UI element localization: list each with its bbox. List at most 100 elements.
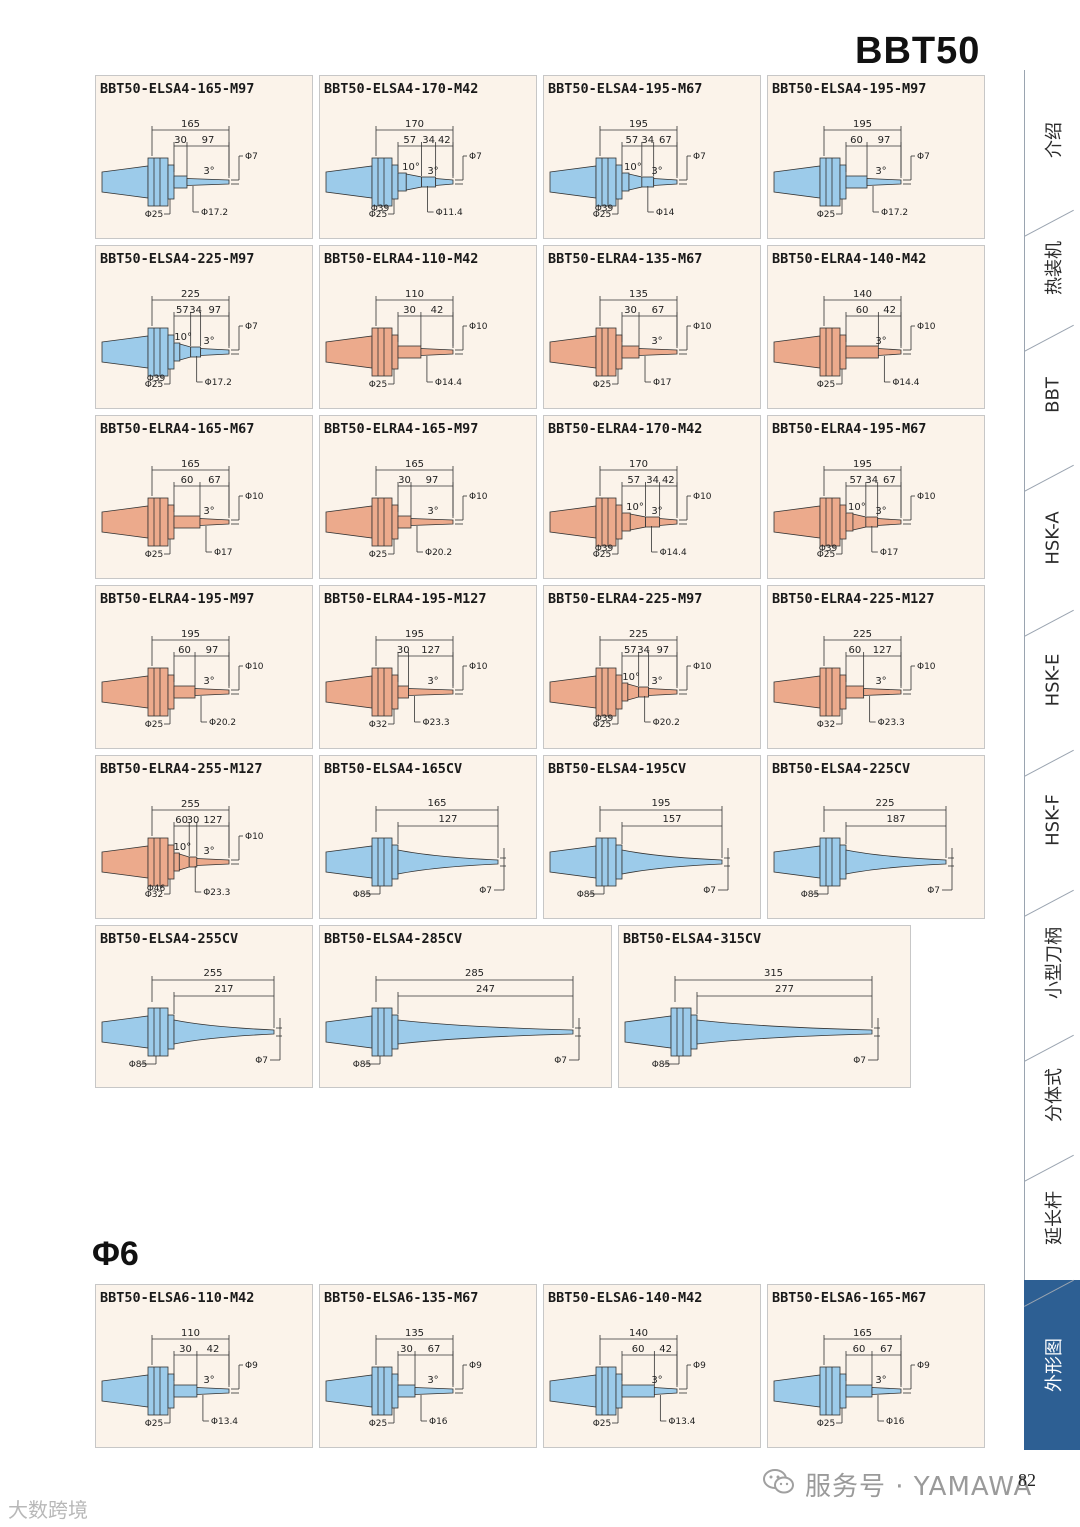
angle-label: 3°: [427, 506, 438, 517]
product-card: BBT50-ELRA4-135-M67 135 30 67 3° Φ10 Φ25 Φ17: [543, 245, 761, 409]
holder-taper: [101, 845, 149, 879]
holder-shank: [638, 348, 678, 356]
side-tab[interactable]: BBT: [1024, 325, 1080, 465]
dimension-total: 225: [853, 629, 872, 640]
shank-diameter: Φ16: [886, 1417, 905, 1427]
dimension-segment: 67: [428, 1344, 441, 1355]
holder-drawing: 225 187 Φ7 Φ85: [773, 798, 954, 900]
angle-label: 3°: [875, 166, 886, 177]
holder-flange: [819, 327, 841, 377]
holder-drawing: 285 247 Φ7 Φ85: [325, 968, 581, 1070]
tip-diameter: Φ9: [245, 1361, 258, 1371]
tip-diameter: Φ7: [479, 886, 492, 896]
holder-collar: [391, 334, 399, 370]
holder-body: [173, 685, 196, 699]
shank-diameter: Φ17.2: [205, 378, 232, 388]
side-tab[interactable]: 介绍: [1024, 70, 1080, 210]
shank-diameter: Φ14.4: [660, 548, 687, 558]
holder-body: [397, 685, 409, 699]
body-diameter: Φ25: [593, 720, 612, 730]
holder-taper: [773, 335, 821, 369]
tip-diameter: Φ10: [917, 322, 936, 332]
body-diameter: Φ25: [145, 550, 164, 560]
angle-label: 3°: [427, 1375, 438, 1386]
holder-taper: [549, 505, 597, 539]
page-title: BBT50: [855, 30, 981, 72]
tip-diameter: Φ7: [917, 152, 930, 162]
shank-diameter: Φ17: [880, 548, 899, 558]
dimension-segment: 30: [179, 1344, 192, 1355]
body-diameter: Φ85: [129, 1060, 148, 1070]
holder-flange: [147, 327, 169, 377]
dimension-total: 195: [853, 119, 872, 130]
holder-drawing: 165 60 67 3° Φ10 Φ25 Φ17: [101, 459, 264, 560]
holder-body: [173, 1019, 275, 1045]
product-card: BBT50-ELSA4-195CV 195 157 Φ7 Φ85: [543, 755, 761, 919]
shank-diameter: Φ13.4: [668, 1417, 695, 1427]
side-tab[interactable]: HSK-E: [1024, 610, 1080, 750]
dimension-total: 195: [853, 459, 872, 470]
dimension-total: 285: [465, 968, 484, 979]
dimension-segment: 34: [865, 475, 878, 486]
angle-label: 3°: [203, 166, 214, 177]
product-code: BBT50-ELRA4-165-M97: [324, 421, 479, 437]
holder-shank: [648, 688, 678, 696]
side-tab[interactable]: 延长杆: [1024, 1155, 1080, 1280]
side-tab-label: 小型刀柄: [1043, 926, 1065, 999]
side-tab[interactable]: HSK-A: [1024, 465, 1080, 610]
dimension-segment: 187: [886, 814, 905, 825]
holder-shank: [877, 518, 902, 526]
holder-body: [397, 345, 422, 359]
dimension-segment: 60: [178, 645, 191, 656]
dimension-total: 140: [853, 289, 872, 300]
dimension-segment: 30: [398, 475, 411, 486]
holder-flange: [819, 1366, 841, 1416]
dimension-segment: 42: [883, 305, 896, 316]
side-tab[interactable]: 小型刀柄: [1024, 890, 1080, 1035]
body-diameter: Φ25: [593, 550, 612, 560]
product-card: BBT50-ELSA6-140-M42 140 60 42 3° Φ9 Φ25 Φ13.4: [543, 1284, 761, 1448]
holder-collar: [690, 1014, 698, 1050]
dimension-total: 195: [629, 119, 648, 130]
holder-drawing: 140 60 42 3° Φ9 Φ25 Φ13.4: [549, 1328, 706, 1429]
holder-drawing: 165 60 67 3° Φ9 Φ25 Φ16: [773, 1328, 930, 1429]
holder-body: [645, 516, 661, 528]
page-number: 82: [1018, 1470, 1036, 1490]
collar-diameter: Φ39: [819, 544, 838, 554]
product-code: BBT50-ELRA4-110-M42: [324, 251, 479, 267]
product-code: BBT50-ELSA6-165-M67: [772, 1290, 927, 1306]
dimension-segment: 30: [174, 135, 187, 146]
product-code: BBT50-ELSA4-195CV: [548, 761, 687, 777]
dimension-total: 165: [427, 798, 446, 809]
product-code: BBT50-ELSA4-255CV: [100, 931, 239, 947]
holder-flange: [595, 157, 617, 207]
dimension-segment: 67: [208, 475, 221, 486]
product-card: BBT50-ELRA4-140-M42 140 60 42 3° Φ10 Φ25 Φ14.4: [767, 245, 985, 409]
holder-flange: [670, 1007, 692, 1057]
body-diameter: Φ25: [817, 380, 836, 390]
holder-taper: [624, 1015, 672, 1049]
side-tab[interactable]: 热装机: [1024, 210, 1080, 325]
shank-diameter: Φ23.3: [423, 718, 450, 728]
body-diameter: Φ85: [577, 890, 596, 900]
dimension-segment: 42: [431, 305, 444, 316]
body-diameter: Φ25: [145, 1419, 164, 1429]
shank-diameter: Φ17: [653, 378, 672, 388]
body-diameter: Φ85: [652, 1060, 671, 1070]
holder-taper: [773, 845, 821, 879]
side-tab[interactable]: 分体式: [1024, 1035, 1080, 1155]
holder-flange: [819, 157, 841, 207]
product-card: BBT50-ELSA6-110-M42 110 30 42 3° Φ9 Φ25 Φ13.4: [95, 1284, 313, 1448]
holder-cone: [629, 513, 646, 531]
holder-drawing: 255 217 Φ7 Φ85: [101, 968, 282, 1070]
holder-collar-step: [173, 852, 180, 872]
holder-drawing: 110 30 42 3° Φ9 Φ25 Φ13.4: [101, 1328, 258, 1429]
dimension-segment: 34: [637, 645, 650, 656]
dimension-segment: 60: [856, 305, 869, 316]
side-tab[interactable]: HSK-F: [1024, 750, 1080, 890]
side-tab[interactable]: 外形图: [1024, 1280, 1080, 1450]
holder-taper: [549, 675, 597, 709]
holder-body: [845, 849, 947, 875]
